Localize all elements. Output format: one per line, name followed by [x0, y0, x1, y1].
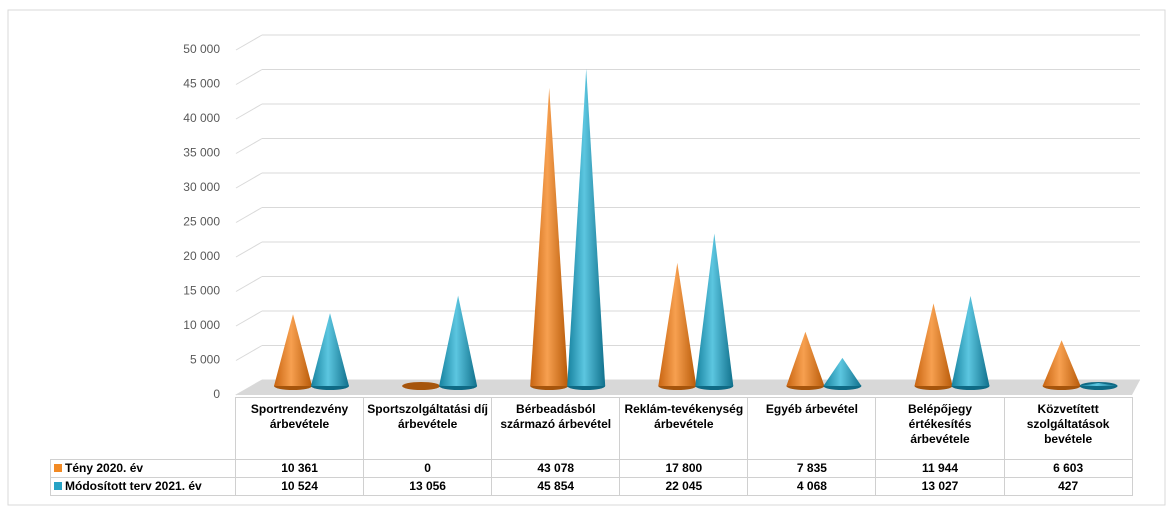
data-label: 13 027 [875, 477, 1005, 496]
legend-entry: Módosított terv 2021. év [50, 477, 236, 496]
legend-label: Módosított terv 2021. év [65, 479, 202, 493]
data-label: 427 [1003, 477, 1133, 496]
cone [274, 314, 312, 386]
grid-line [235, 241, 263, 258]
category-label: Belépőjegy értékesítés árbevétele [875, 397, 1005, 460]
data-label: 11 944 [875, 459, 1005, 478]
y-tick-label: 20 000 [183, 249, 220, 263]
cone [951, 295, 990, 386]
data-label: 0 [363, 459, 493, 478]
y-tick-label: 0 [213, 387, 220, 401]
data-label: 4 068 [747, 477, 877, 496]
category-label: Sportszolgáltatási díj árbevétele [363, 397, 493, 460]
cone [311, 313, 349, 386]
cone [1079, 383, 1118, 386]
cone [914, 303, 953, 386]
legend-swatch [54, 482, 62, 490]
grid-line [235, 379, 263, 396]
grid-line [235, 345, 263, 361]
grid-line [235, 207, 263, 223]
cone-base [402, 382, 441, 390]
grid-line [235, 276, 263, 292]
y-tick-label: 15 000 [183, 284, 220, 298]
grid-line [235, 69, 263, 85]
category-label: Egyéb árbevétel [747, 397, 877, 460]
data-label: 17 800 [619, 459, 749, 478]
cone [658, 262, 697, 386]
y-tick-label: 30 000 [183, 180, 220, 194]
grid-line [235, 103, 263, 120]
cone [1042, 340, 1081, 386]
data-label: 6 603 [1003, 459, 1133, 478]
cone [823, 357, 862, 386]
data-label: 10 361 [234, 459, 365, 478]
category-label: Sportrendezvény árbevétele [234, 397, 365, 460]
grid-line [235, 34, 263, 51]
data-label: 22 045 [619, 477, 749, 496]
data-label: 13 056 [363, 477, 493, 496]
grid-line [235, 138, 263, 154]
y-tick-label: 35 000 [183, 146, 220, 160]
y-tick-label: 25 000 [183, 215, 220, 229]
data-table: Sportrendezvény árbevétele Sportszolgálta… [50, 397, 1133, 496]
data-label: 45 854 [491, 477, 621, 496]
cone [786, 331, 825, 386]
data-label: 7 835 [747, 459, 877, 478]
data-label: 10 524 [234, 477, 365, 496]
category-label: Bérbeadásból származó árbevétel [491, 397, 621, 460]
cone [530, 87, 569, 386]
legend-entry: Tény 2020. év [50, 459, 236, 478]
y-tick-label: 40 000 [183, 111, 220, 125]
y-tick-label: 50 000 [183, 42, 220, 56]
category-label: Közvetített szolgáltatások bevétele [1003, 397, 1133, 460]
cone [439, 295, 478, 386]
table-corner [51, 398, 236, 460]
legend-label: Tény 2020. év [65, 461, 144, 475]
y-tick-label: 10 000 [183, 318, 220, 332]
y-tick-label: 45 000 [183, 77, 220, 91]
data-label: 43 078 [491, 459, 621, 478]
cone [695, 233, 734, 386]
grid-line [235, 172, 263, 189]
cone [567, 68, 606, 387]
y-tick-label: 5 000 [190, 353, 220, 367]
chart-frame [7, 9, 1166, 506]
category-label: Reklám-tevékenység árbevétele [619, 397, 749, 460]
legend-swatch [54, 464, 62, 472]
grid-line [235, 310, 263, 327]
